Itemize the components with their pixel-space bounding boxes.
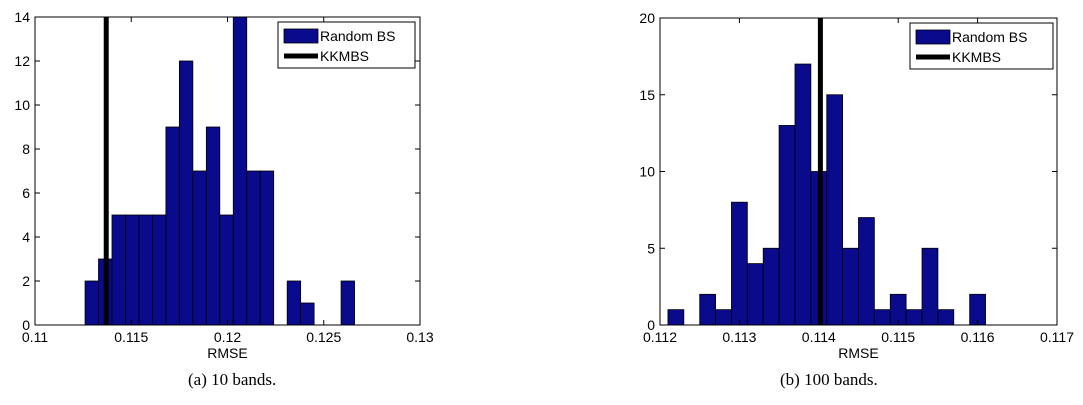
- histogram-bar: [219, 214, 234, 326]
- histogram-bar: [340, 280, 355, 326]
- x-tick-label: 0.11: [22, 329, 48, 345]
- histogram-bar: [905, 309, 923, 326]
- x-axis-label: RMSE: [207, 345, 247, 361]
- histogram-bar: [259, 170, 275, 326]
- legend-label-random-bs: Random BS: [320, 28, 395, 44]
- y-tick-label: 8: [22, 141, 30, 157]
- x-tick-label: 0.114: [802, 329, 836, 345]
- legend-label-kkmbs: KKMBS: [320, 48, 369, 64]
- legend-swatch-random-bs: [283, 28, 319, 44]
- histogram-bar: [667, 309, 685, 326]
- histogram-bar: [858, 217, 875, 326]
- legend-label-kkmbs: KKMBS: [952, 49, 1001, 65]
- y-tick-label: 12: [14, 53, 30, 69]
- histogram-bar: [205, 126, 221, 326]
- x-tick-label: 0.112: [643, 329, 677, 345]
- x-tick-label: 0.125: [306, 329, 341, 345]
- y-tick-label: 5: [647, 240, 655, 256]
- x-axis-label: RMSE: [838, 345, 878, 361]
- histogram-bar: [165, 126, 180, 326]
- caption-10-bands: (a) 10 bands.: [188, 370, 277, 389]
- histogram-bar: [178, 60, 194, 326]
- y-tick-label: 10: [639, 164, 655, 180]
- histogram-bar: [715, 309, 732, 326]
- histogram-bar: [842, 247, 859, 326]
- histogram-bar: [286, 280, 302, 326]
- x-tick-label: 0.115: [114, 329, 148, 345]
- histogram-bar: [125, 214, 140, 326]
- histogram-bar: [699, 293, 716, 326]
- histogram-100-bands: 0.112 0.113 0.114 0.115 0.116 0.117 0 5 10 15 20 RM…: [540, 0, 1083, 405]
- y-tick-label: 2: [22, 273, 30, 289]
- histogram-bar: [778, 125, 796, 326]
- histogram-bar: [746, 263, 764, 326]
- y-tick-label: 20: [639, 10, 655, 26]
- histogram-bar: [937, 309, 955, 326]
- histogram-bar: [232, 16, 248, 326]
- x-tick-label: 0.12: [214, 329, 241, 345]
- histogram-bar: [246, 170, 261, 326]
- histogram-bar: [152, 214, 167, 326]
- histogram-bar: [111, 214, 126, 326]
- legend-swatch-random-bs: [915, 29, 951, 45]
- y-tick-label: 0: [22, 317, 30, 333]
- chart-10-bands: 0.11 0.115 0.12 0.125 0.13 0 2 4 6 8 10 12 14 RMSE Ran…: [14, 9, 433, 361]
- x-tick-label: 0.113: [722, 329, 756, 345]
- histogram-bar: [84, 280, 99, 326]
- y-tick-label: 4: [22, 229, 30, 245]
- x-tick-label: 0.13: [406, 329, 433, 345]
- histogram-bar: [921, 247, 939, 326]
- y-tick-label: 15: [639, 87, 655, 103]
- histogram-bar: [794, 63, 812, 326]
- caption-100-bands: (b) 100 bands.: [780, 370, 878, 389]
- y-tick-label: 10: [14, 97, 30, 113]
- histogram-10-bands: 0.11 0.115 0.12 0.125 0.13 0 2 4 6 8 10 12 14 RMSE Ran…: [0, 0, 540, 405]
- histogram-bar: [826, 94, 844, 326]
- y-tick-label: 14: [14, 9, 30, 25]
- histogram-bar: [731, 201, 748, 326]
- legend-label-random-bs: Random BS: [952, 29, 1027, 45]
- x-tick-label: 0.115: [881, 329, 915, 345]
- histogram-bar: [192, 170, 207, 326]
- histogram-bar: [762, 247, 780, 326]
- x-tick-label: 0.116: [961, 329, 995, 345]
- histogram-bar: [138, 214, 153, 326]
- x-tick-label: 0.117: [1040, 329, 1074, 345]
- chart-100-bands: 0.112 0.113 0.114 0.115 0.116 0.117 0 5 10 15 20 RM…: [639, 10, 1074, 361]
- y-tick-label: 0: [647, 317, 655, 333]
- histogram-bar: [873, 309, 891, 326]
- histogram-bar: [300, 302, 315, 326]
- y-tick-label: 6: [22, 185, 30, 201]
